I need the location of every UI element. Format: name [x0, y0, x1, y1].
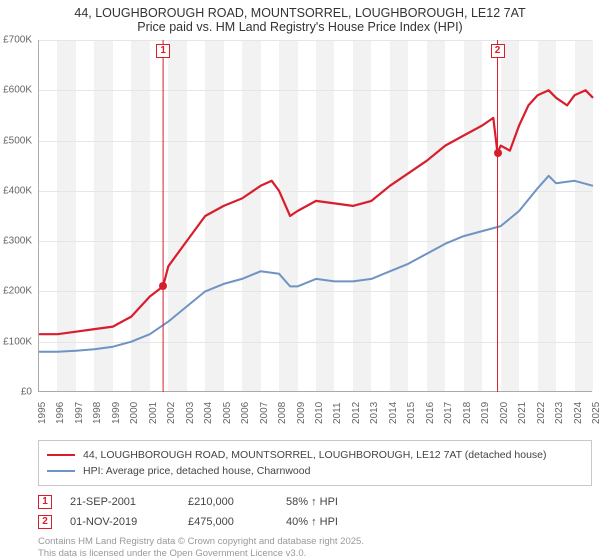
- legend-swatch-2: [47, 470, 75, 472]
- transaction-row: 2 01-NOV-2019 £475,000 40% ↑ HPI: [38, 512, 592, 532]
- plot: 12: [38, 40, 592, 392]
- y-tick-label: £500K: [3, 135, 32, 146]
- series-line-price_paid: [39, 90, 593, 334]
- series-line-hpi: [39, 176, 593, 352]
- transaction-dot: [159, 282, 167, 290]
- y-tick-label: £300K: [3, 236, 32, 247]
- x-tick-label: 2018: [462, 402, 473, 424]
- y-tick-label: £400K: [3, 185, 32, 196]
- transaction-marker-2: 2: [38, 515, 52, 529]
- x-tick-label: 2017: [443, 402, 454, 424]
- legend-row: 44, LOUGHBOROUGH ROAD, MOUNTSORREL, LOUG…: [47, 447, 583, 463]
- x-tick-label: 2008: [277, 402, 288, 424]
- x-tick-label: 1998: [92, 402, 103, 424]
- x-tick-label: 2000: [129, 402, 140, 424]
- transaction-table: 1 21-SEP-2001 £210,000 58% ↑ HPI 2 01-NO…: [38, 492, 592, 532]
- x-tick-label: 2004: [203, 402, 214, 424]
- y-tick-label: £200K: [3, 286, 32, 297]
- transaction-row: 1 21-SEP-2001 £210,000 58% ↑ HPI: [38, 492, 592, 512]
- x-tick-label: 2013: [369, 402, 380, 424]
- x-tick-label: 2007: [259, 402, 270, 424]
- title-subtitle: Price paid vs. HM Land Registry's House …: [10, 20, 590, 34]
- x-tick-label: 2024: [573, 402, 584, 424]
- transaction-marker-box: 1: [156, 44, 170, 58]
- y-tick-label: £0: [21, 387, 32, 398]
- chart-area: 12 £0£100K£200K£300K£400K£500K£600K£700K…: [38, 40, 592, 412]
- transaction-pct: 58% ↑ HPI: [286, 496, 338, 508]
- x-tick-label: 2009: [296, 402, 307, 424]
- legend-row: HPI: Average price, detached house, Char…: [47, 463, 583, 479]
- x-tick-label: 2006: [240, 402, 251, 424]
- transaction-price: £475,000: [188, 516, 268, 528]
- x-tick-label: 2005: [222, 402, 233, 424]
- title-address: 44, LOUGHBOROUGH ROAD, MOUNTSORREL, LOUG…: [10, 6, 590, 20]
- x-tick-label: 2021: [517, 402, 528, 424]
- footnote: Contains HM Land Registry data © Crown c…: [38, 536, 592, 560]
- legend-text-1: 44, LOUGHBOROUGH ROAD, MOUNTSORREL, LOUG…: [83, 449, 547, 461]
- y-tick-label: £700K: [3, 35, 32, 46]
- footnote-line2: This data is licensed under the Open Gov…: [38, 548, 592, 560]
- legend-swatch-1: [47, 454, 75, 456]
- x-tick-label: 2023: [554, 402, 565, 424]
- legend: 44, LOUGHBOROUGH ROAD, MOUNTSORREL, LOUG…: [38, 440, 592, 486]
- y-tick-label: £100K: [3, 336, 32, 347]
- x-tick-label: 2022: [536, 402, 547, 424]
- x-tick-label: 2019: [480, 402, 491, 424]
- x-tick-label: 2003: [185, 402, 196, 424]
- transaction-marker-1: 1: [38, 495, 52, 509]
- x-tick-label: 2016: [425, 402, 436, 424]
- x-tick-label: 2025: [591, 402, 600, 424]
- y-tick-label: £600K: [3, 85, 32, 96]
- x-tick-label: 2001: [148, 402, 159, 424]
- transaction-date: 21-SEP-2001: [70, 496, 170, 508]
- transaction-price: £210,000: [188, 496, 268, 508]
- transaction-pct: 40% ↑ HPI: [286, 516, 338, 528]
- x-tick-label: 2015: [406, 402, 417, 424]
- x-tick-label: 2002: [166, 402, 177, 424]
- x-tick-label: 2010: [314, 402, 325, 424]
- transaction-dot: [494, 149, 502, 157]
- x-tick-label: 1999: [111, 402, 122, 424]
- x-tick-label: 1996: [55, 402, 66, 424]
- footnote-line1: Contains HM Land Registry data © Crown c…: [38, 536, 592, 548]
- x-tick-label: 1997: [74, 402, 85, 424]
- chart-container: 44, LOUGHBOROUGH ROAD, MOUNTSORREL, LOUG…: [0, 0, 600, 560]
- x-tick-label: 2011: [332, 402, 343, 424]
- x-tick-label: 1995: [37, 402, 48, 424]
- legend-text-2: HPI: Average price, detached house, Char…: [83, 465, 310, 477]
- title-block: 44, LOUGHBOROUGH ROAD, MOUNTSORREL, LOUG…: [0, 0, 600, 36]
- plot-svg: [39, 40, 593, 392]
- transaction-date: 01-NOV-2019: [70, 516, 170, 528]
- x-tick-label: 2012: [351, 402, 362, 424]
- transaction-marker-box: 2: [491, 44, 505, 58]
- x-tick-label: 2020: [499, 402, 510, 424]
- x-tick-label: 2014: [388, 402, 399, 424]
